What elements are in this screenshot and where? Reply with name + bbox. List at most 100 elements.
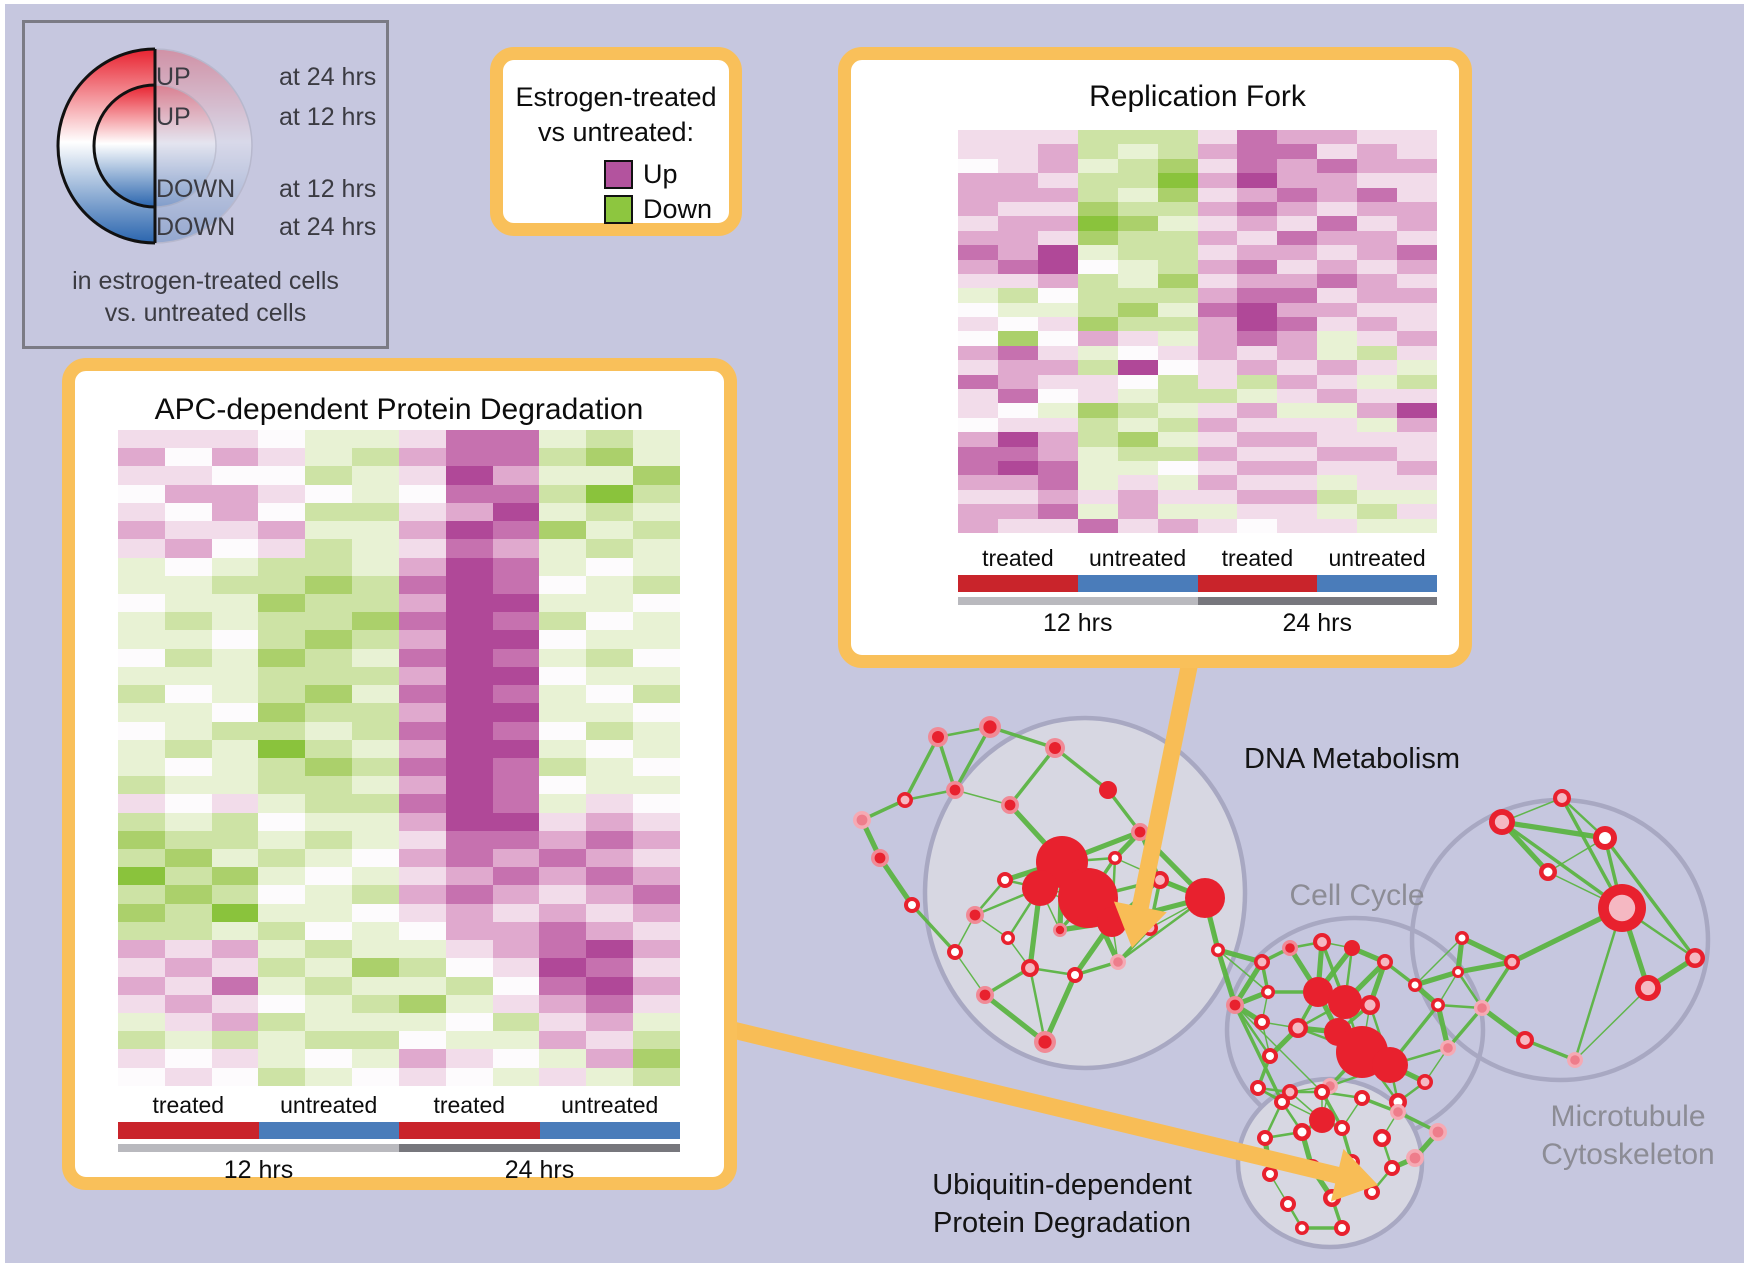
heatmap-cell <box>958 317 998 332</box>
heatmap-cell <box>1197 417 1238 433</box>
heatmap-row <box>958 317 1438 332</box>
heatmap-cell <box>1237 417 1278 433</box>
heatmap-cell <box>1277 489 1318 505</box>
heatmap-cell <box>398 739 446 758</box>
group-label: untreated <box>280 1092 378 1118</box>
heatmap-cell <box>1317 144 1358 159</box>
hrs24-bar <box>399 1144 680 1152</box>
network-node <box>897 792 913 808</box>
heatmap-cell <box>997 389 1038 404</box>
heatmap-cell <box>118 994 165 1013</box>
heatmap-cell <box>1397 489 1438 505</box>
heatmap-cell <box>118 575 165 594</box>
heatmap-cell <box>258 703 306 722</box>
network-node <box>1261 985 1275 999</box>
heatmap-cell <box>1277 201 1318 217</box>
heatmap-cell <box>1037 302 1078 318</box>
heatmap-cell <box>1077 230 1118 246</box>
heatmap-cell <box>164 557 212 576</box>
network-edge <box>1215 947 1238 1008</box>
heatmap-cell <box>1037 273 1078 289</box>
heatmap-cell <box>445 703 493 722</box>
heatmap-cell <box>305 739 353 758</box>
heatmap-row <box>958 518 1438 533</box>
heatmap-cell <box>305 484 353 503</box>
group-label: treated <box>982 545 1054 571</box>
heatmap-cell <box>1237 518 1278 533</box>
heatmap-cell <box>118 1067 165 1086</box>
apc-panel-title: APC-dependent Protein Degradation <box>154 393 644 426</box>
heatmap-cell <box>352 430 399 449</box>
heatmap-cell <box>1077 187 1118 202</box>
heatmap-cell <box>258 685 306 704</box>
heatmap-cell <box>958 216 998 231</box>
heatmap-cell <box>211 776 259 795</box>
heatmap-cell <box>305 502 353 522</box>
heatmap-cell <box>258 921 306 941</box>
heatmap-cell <box>1157 144 1198 159</box>
network-node <box>1211 943 1225 957</box>
heatmap-row <box>958 489 1438 505</box>
heatmap-cell <box>633 739 680 758</box>
network-edge <box>1574 987 1649 1061</box>
heatmap-cell <box>118 593 165 613</box>
heatmap-row <box>118 849 680 868</box>
heatmap-cell <box>1237 345 1278 361</box>
heatmap-cell <box>997 460 1038 476</box>
network-edge <box>1042 972 1078 1045</box>
hrs12-bar <box>958 597 1198 605</box>
network-node <box>928 727 948 747</box>
heatmap-cell <box>118 940 165 959</box>
rf-condition-bars <box>958 575 1437 592</box>
heatmap-cell <box>1117 331 1158 346</box>
heatmap-cell <box>305 757 353 777</box>
heatmap-cell <box>539 502 587 522</box>
network-node <box>1099 781 1117 799</box>
network-edge <box>903 735 940 802</box>
heatmap-cell <box>1037 187 1078 202</box>
heatmap-cell <box>1357 317 1398 332</box>
network-node <box>1131 823 1149 841</box>
heatmap-row <box>118 1031 680 1050</box>
heatmap-cell <box>1397 158 1438 174</box>
heatmap-cell <box>1077 389 1118 404</box>
heatmap-cell <box>398 794 446 813</box>
heatmap-cell <box>1117 518 1158 533</box>
heatmap-cell <box>211 1013 259 1032</box>
heatmap-cell <box>1077 345 1118 361</box>
network-node <box>1226 996 1244 1014</box>
heatmap-cell <box>492 812 540 831</box>
heatmap-row <box>118 976 680 995</box>
heatmap-row <box>958 475 1438 490</box>
apc-time-bars <box>118 1144 680 1152</box>
heatmap-cell <box>1357 360 1398 375</box>
heatmap-cell <box>305 830 353 850</box>
untreated-bar <box>539 1122 680 1139</box>
heatmap-cell <box>539 794 587 813</box>
heatmap-cell <box>1317 273 1358 289</box>
heatmap-cell <box>352 721 399 740</box>
heatmap-cell <box>633 921 680 941</box>
heatmap-row <box>958 230 1438 246</box>
heatmap-cell <box>1237 389 1278 404</box>
heatmap-cell <box>539 757 587 777</box>
heatmap-cell <box>211 630 259 649</box>
heatmap-cell <box>633 430 680 449</box>
network-node <box>1504 954 1520 970</box>
heatmap-cell <box>305 703 353 722</box>
heatmap-cell <box>352 739 399 758</box>
heatmap-cell <box>398 612 446 631</box>
heatmap-cell <box>586 976 634 995</box>
heatmap-cell <box>1157 230 1198 246</box>
heatmap-cell <box>305 976 353 995</box>
orange-arrow <box>1113 650 1201 948</box>
heatmap-cell <box>958 518 998 533</box>
heatmap-cell <box>398 812 446 831</box>
heatmap-cell <box>1277 331 1318 346</box>
heatmap-cell <box>958 201 998 217</box>
heatmap-cell <box>445 502 493 522</box>
heatmap-cell <box>258 593 306 613</box>
heatmap-row <box>118 430 680 449</box>
heatmap-cell <box>258 830 306 850</box>
heatmap-cell <box>1037 518 1078 533</box>
